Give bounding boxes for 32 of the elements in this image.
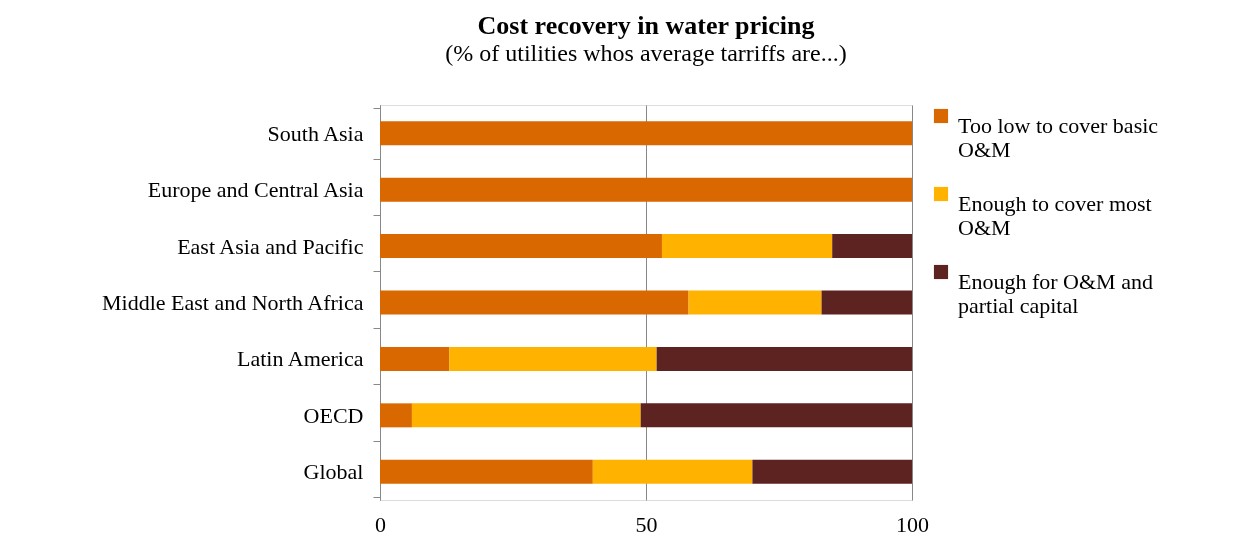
y-tick-label: OECD [303, 402, 364, 428]
bar [661, 234, 833, 259]
bar [592, 459, 753, 484]
y-tick-label: South Asia [267, 120, 364, 146]
y-tick-label: Global [303, 459, 364, 485]
bar [380, 459, 593, 484]
y-tick-label: Europe and Central Asia [147, 177, 364, 203]
bar [821, 290, 912, 315]
bar [380, 290, 689, 315]
y-tick-label: Middle East and North Africa [102, 290, 364, 315]
bar [380, 234, 662, 259]
bar [380, 177, 912, 202]
chart-subtitle: (% of utilities whos average tarriffs are...) [445, 40, 847, 66]
legend-label: Too low to cover basic O&M [958, 113, 1159, 162]
x-tick-label: 100 [896, 511, 929, 537]
bar [449, 346, 657, 371]
x-tick-label: 50 [635, 511, 658, 537]
bar [640, 403, 912, 428]
y-tick-label: Latin America [237, 346, 364, 372]
y-tick-label: East Asia and Pacific [177, 233, 364, 259]
bar [380, 121, 912, 146]
x-tick-label: 0 [375, 511, 386, 537]
legend-label: Enough to cover most O&M [958, 191, 1152, 240]
bar [656, 346, 912, 371]
bar [688, 290, 822, 315]
bar [411, 403, 641, 428]
legend-label: Enough for O&M and partial capital [958, 269, 1153, 318]
bar [380, 346, 450, 371]
chart-title: Cost recovery in water pricing [477, 11, 815, 40]
bar [380, 403, 412, 428]
bar [752, 459, 912, 484]
bar [832, 234, 912, 259]
